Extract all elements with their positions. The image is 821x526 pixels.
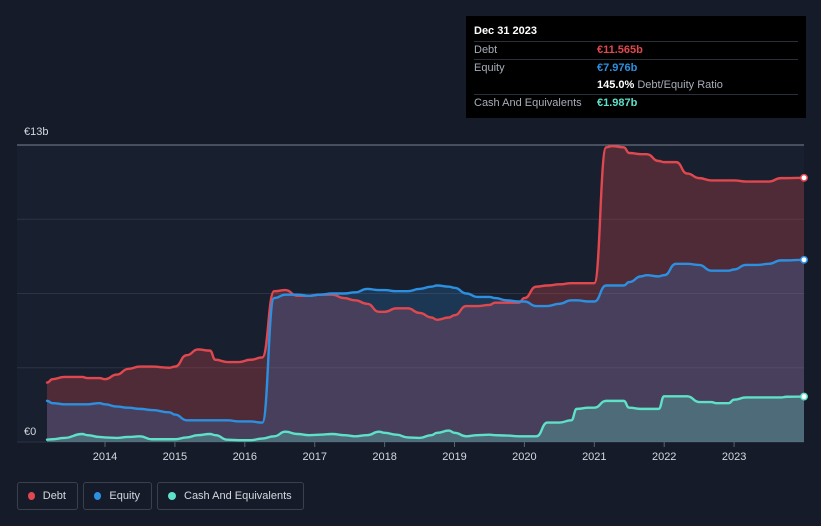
equity-end-marker bbox=[800, 255, 808, 264]
area-layer bbox=[47, 146, 804, 442]
cash-line bbox=[45, 395, 806, 442]
tooltip-debt-label: Debt bbox=[474, 44, 498, 56]
y-tick-label-top: €13b bbox=[24, 126, 48, 138]
tooltip-ratio-value: 145.0% bbox=[597, 79, 635, 91]
debt-dot-icon bbox=[28, 492, 35, 500]
legend-equity-label: Equity bbox=[109, 490, 140, 502]
y-tick-label-bottom: €0 bbox=[24, 426, 36, 438]
x-tick-label: 2018 bbox=[372, 451, 396, 463]
x-tick-label: 2021 bbox=[582, 451, 606, 463]
tooltip-row-equity: Equity €7.976b bbox=[474, 59, 798, 77]
chart-legend: Debt Equity Cash And Equivalents bbox=[17, 482, 304, 510]
legend-item-equity[interactable]: Equity bbox=[83, 482, 152, 510]
x-tick-label: 2019 bbox=[442, 451, 466, 463]
x-tick-label: 2015 bbox=[163, 451, 187, 463]
x-tick-label: 2016 bbox=[233, 451, 257, 463]
cash-dot-icon bbox=[168, 492, 176, 500]
tooltip-date: Dec 31 2023 bbox=[474, 25, 537, 37]
tooltip-cash-label: Cash And Equivalents bbox=[474, 97, 582, 109]
debt-area bbox=[47, 146, 804, 442]
marker-layer bbox=[800, 173, 808, 401]
legend-item-cash[interactable]: Cash And Equivalents bbox=[157, 482, 304, 510]
tooltip-equity-label: Equity bbox=[474, 62, 505, 74]
tooltip-ratio-label: Debt/Equity Ratio bbox=[637, 79, 723, 91]
tooltip-row-ratio: 145.0% Debt/Equity Ratio bbox=[474, 77, 798, 94]
hover-tooltip: Dec 31 2023 Debt €11.565b Equity €7.976b… bbox=[466, 16, 806, 118]
debt-end-marker bbox=[800, 173, 808, 182]
equity-dot-icon bbox=[94, 492, 102, 500]
tooltip-cash-value: €1.987b bbox=[597, 97, 638, 109]
x-tick-label: 2020 bbox=[512, 451, 536, 463]
tooltip-equity-value: €7.976b bbox=[597, 62, 638, 74]
line-layer bbox=[45, 144, 806, 442]
legend-cash-label: Cash And Equivalents bbox=[184, 490, 292, 502]
x-tick-label: 2022 bbox=[652, 451, 676, 463]
x-tick-label: 2023 bbox=[722, 451, 746, 463]
grid-layer bbox=[17, 144, 804, 443]
tooltip-ratio-spacer bbox=[474, 77, 597, 94]
cash-area bbox=[47, 396, 804, 442]
x-tick-label: 2014 bbox=[93, 451, 117, 463]
legend-debt-label: Debt bbox=[42, 490, 66, 502]
legend-item-debt[interactable]: Debt bbox=[17, 482, 78, 510]
equity-area bbox=[47, 259, 804, 442]
x-tick-label: 2017 bbox=[302, 451, 326, 463]
equity-line bbox=[45, 258, 806, 424]
axis-layer: €13b €0 2014 2015 2016 2017 2018 2019 2020 2021 20… bbox=[24, 126, 746, 463]
debt-line bbox=[45, 144, 806, 384]
tooltip-debt-value: €11.565b bbox=[597, 44, 643, 56]
cash-end-marker bbox=[800, 392, 808, 401]
tooltip-row-debt: Debt €11.565b bbox=[474, 41, 798, 59]
tooltip-row-cash: Cash And Equivalents €1.987b bbox=[474, 94, 798, 112]
